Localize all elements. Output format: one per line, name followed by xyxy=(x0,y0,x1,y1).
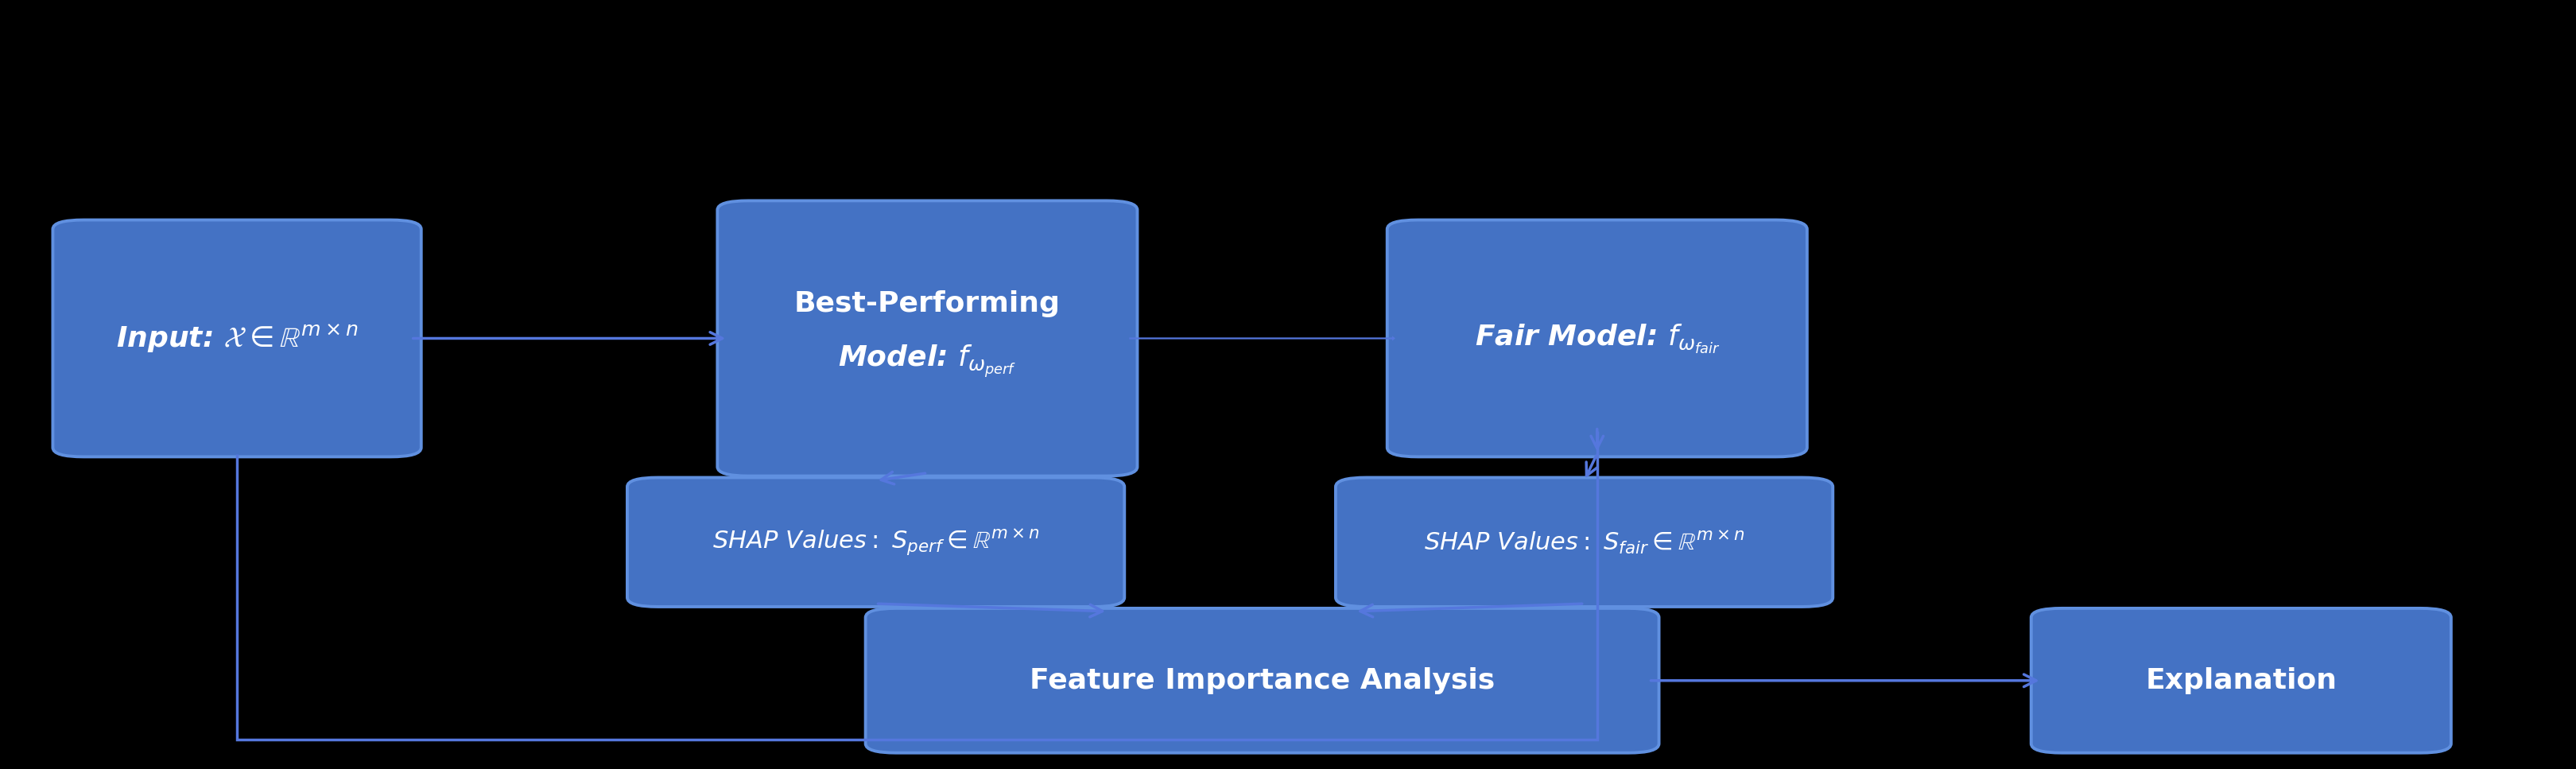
Text: $SHAP\ Values{:}\ S_{perf} \in \mathbb{R}^{m \times n}$: $SHAP\ Values{:}\ S_{perf} \in \mathbb{R… xyxy=(714,527,1038,558)
FancyBboxPatch shape xyxy=(52,220,422,457)
FancyBboxPatch shape xyxy=(716,201,1139,476)
Text: Best-Performing: Best-Performing xyxy=(793,290,1061,318)
Text: $SHAP\ Values{:}\ S_{fair} \in \mathbb{R}^{m \times n}$: $SHAP\ Values{:}\ S_{fair} \in \mathbb{R… xyxy=(1425,528,1744,556)
Text: Fair Model: $f_{\omega_{fair}}$: Fair Model: $f_{\omega_{fair}}$ xyxy=(1473,322,1721,355)
FancyBboxPatch shape xyxy=(1334,478,1834,607)
FancyBboxPatch shape xyxy=(1386,220,1808,457)
Text: Input: $\mathcal{X} \in \mathbb{R}^{m \times n}$: Input: $\mathcal{X} \in \mathbb{R}^{m \t… xyxy=(116,322,358,355)
FancyBboxPatch shape xyxy=(2030,608,2452,753)
Text: Feature Importance Analysis: Feature Importance Analysis xyxy=(1030,667,1494,694)
Text: Explanation: Explanation xyxy=(2146,667,2336,694)
FancyBboxPatch shape xyxy=(866,608,1659,753)
Text: Model: $f_{\omega_{perf}}$: Model: $f_{\omega_{perf}}$ xyxy=(837,343,1018,380)
FancyBboxPatch shape xyxy=(629,478,1123,607)
